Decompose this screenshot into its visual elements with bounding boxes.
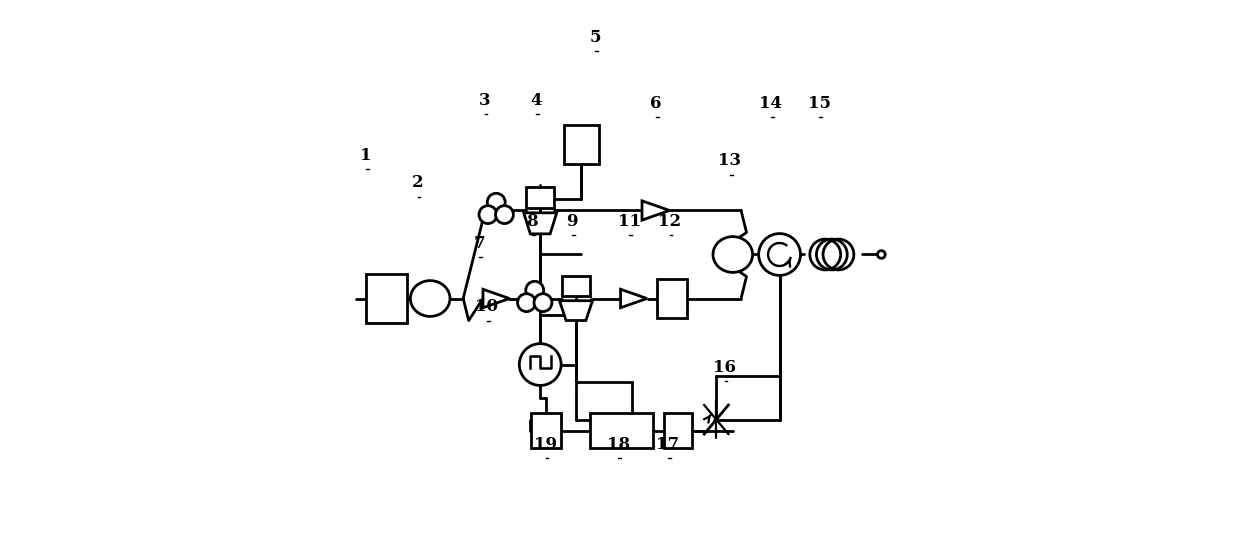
Text: 9: 9 [567,213,578,230]
Bar [657,279,687,318]
Bar [526,187,554,208]
Text: 10: 10 [475,298,498,315]
Polygon shape [523,213,557,234]
Text: 5: 5 [589,29,601,46]
Circle shape [520,343,562,385]
Bar [531,413,560,448]
Text: 3: 3 [479,92,491,109]
Bar [366,274,407,324]
Text: 8: 8 [526,213,538,230]
Circle shape [759,233,801,275]
Bar [564,125,599,164]
Polygon shape [484,289,510,308]
Text: 1: 1 [360,147,372,164]
Text: 17: 17 [656,436,680,453]
Text: 11: 11 [618,213,641,230]
Circle shape [534,294,552,311]
Text: 19: 19 [534,436,557,453]
Text: 18: 18 [606,436,630,453]
Polygon shape [620,289,647,308]
Text: 15: 15 [807,95,831,112]
Text: 6: 6 [650,95,661,112]
Polygon shape [642,201,670,220]
Circle shape [517,294,536,311]
Circle shape [496,206,513,223]
Bar [663,413,692,448]
Bar [590,413,653,448]
Ellipse shape [713,237,753,273]
Ellipse shape [410,280,450,316]
Circle shape [526,281,543,299]
Text: 4: 4 [531,92,542,109]
Text: 16: 16 [713,359,737,376]
Text: 12: 12 [658,213,681,230]
Text: 7: 7 [474,235,485,252]
Text: 2: 2 [412,174,423,191]
Bar [562,276,590,296]
Circle shape [878,251,885,258]
Text: 14: 14 [759,95,782,112]
Circle shape [479,206,497,223]
Text: 13: 13 [718,153,742,169]
Polygon shape [559,301,593,321]
Circle shape [487,194,505,211]
